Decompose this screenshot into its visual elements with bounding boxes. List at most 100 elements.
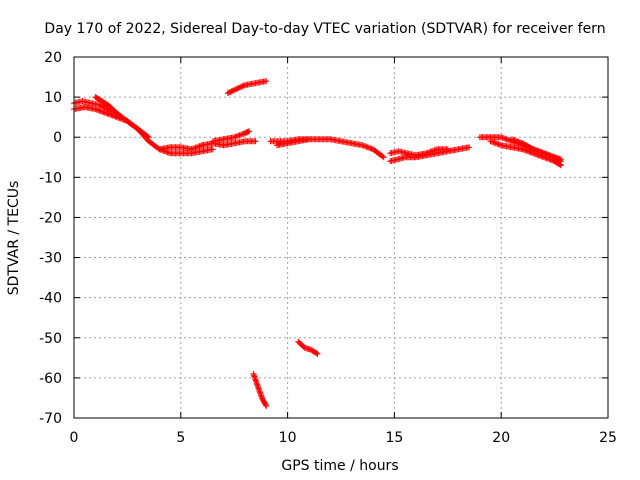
series-arc-9 xyxy=(273,136,312,149)
data-point xyxy=(534,147,541,154)
data-point xyxy=(444,146,451,153)
data-point xyxy=(233,133,240,140)
series-arc-6 xyxy=(209,128,253,145)
series-arc-13 xyxy=(387,146,451,159)
data-point xyxy=(492,140,499,147)
data-point xyxy=(103,110,110,117)
data-point xyxy=(530,146,537,153)
data-point xyxy=(524,148,531,155)
data-point xyxy=(432,146,439,153)
data-point xyxy=(113,110,120,117)
x-tick-label: 20 xyxy=(492,430,510,446)
data-point xyxy=(101,109,108,116)
data-point xyxy=(231,134,238,141)
data-point xyxy=(532,147,539,154)
y-tick-label: 20 xyxy=(44,50,62,66)
series-arc-16 xyxy=(508,136,565,163)
series-arc-7 xyxy=(224,78,270,97)
data-point xyxy=(193,144,200,151)
data-point xyxy=(516,139,523,146)
data-point xyxy=(495,141,502,148)
data-point xyxy=(496,141,503,148)
data-point xyxy=(359,142,366,149)
data-point xyxy=(535,148,542,155)
y-tick-label: -10 xyxy=(39,170,62,186)
data-point xyxy=(546,152,553,159)
data-point xyxy=(518,139,525,146)
data-point xyxy=(430,147,437,154)
series-arc-2 xyxy=(71,98,152,141)
data-point xyxy=(100,109,107,116)
data-point xyxy=(209,146,216,153)
data-point xyxy=(165,149,172,156)
data-point xyxy=(96,107,103,114)
data-point xyxy=(235,132,242,139)
data-point xyxy=(548,153,555,160)
data-point xyxy=(426,149,433,156)
data-point xyxy=(368,145,375,152)
x-tick-label: 25 xyxy=(599,430,617,446)
data-point xyxy=(262,401,269,408)
data-point xyxy=(520,146,527,153)
data-point xyxy=(362,143,369,150)
data-point xyxy=(423,150,430,157)
data-point xyxy=(263,78,270,85)
data-point xyxy=(240,82,247,89)
data-point xyxy=(246,128,253,135)
y-tick-label: -60 xyxy=(39,371,62,387)
data-point xyxy=(367,145,374,152)
data-point xyxy=(523,147,530,154)
data-point xyxy=(522,147,529,154)
series-arc-4 xyxy=(156,142,206,153)
data-point xyxy=(544,151,551,158)
data-point xyxy=(92,106,99,113)
data-point xyxy=(188,146,195,153)
y-tick-label: -70 xyxy=(39,411,62,427)
data-point xyxy=(239,131,246,138)
grid xyxy=(74,57,608,418)
y-tick-label: -30 xyxy=(39,251,62,267)
y-tick-label: -20 xyxy=(39,210,62,226)
data-point xyxy=(97,108,104,115)
data-point xyxy=(550,153,557,160)
y-tick-label: 10 xyxy=(44,90,62,106)
data-point xyxy=(112,109,119,116)
data-point xyxy=(196,143,203,150)
data-point xyxy=(305,136,312,143)
data-point xyxy=(558,162,565,169)
data-point xyxy=(232,133,239,140)
data-point xyxy=(540,150,547,157)
data-point xyxy=(95,107,102,114)
data-point xyxy=(144,133,151,140)
data-point xyxy=(252,138,259,145)
data-point xyxy=(237,131,244,138)
series-arc-10 xyxy=(250,370,270,409)
data-point xyxy=(236,132,243,139)
axis-ticks: 0 5 10 15 20 25 -70 -60 -50 -40 -30 -20 -10 0 10 20 xyxy=(39,50,617,446)
y-tick-label: -50 xyxy=(39,331,62,347)
x-tick-label: 5 xyxy=(176,430,185,446)
data-point xyxy=(547,152,554,159)
data-point xyxy=(490,139,497,146)
series-arc-3 xyxy=(92,94,120,117)
data-point xyxy=(428,148,435,155)
data-point xyxy=(366,144,373,151)
data-point xyxy=(510,136,517,143)
data-point xyxy=(519,146,526,153)
data-point xyxy=(494,140,501,147)
data-point xyxy=(487,138,494,145)
data-point xyxy=(145,134,152,141)
data-point xyxy=(536,148,543,155)
data-point xyxy=(363,143,370,150)
data-point xyxy=(195,143,202,150)
data-point xyxy=(360,142,367,149)
data-point xyxy=(504,136,511,143)
data-point xyxy=(99,108,106,115)
data-point xyxy=(491,139,498,146)
data-point xyxy=(191,145,198,152)
y-tick-label: 0 xyxy=(53,130,62,146)
data-point xyxy=(105,111,112,118)
data-point xyxy=(189,145,196,152)
data-point xyxy=(512,137,519,144)
data-point xyxy=(314,350,321,357)
